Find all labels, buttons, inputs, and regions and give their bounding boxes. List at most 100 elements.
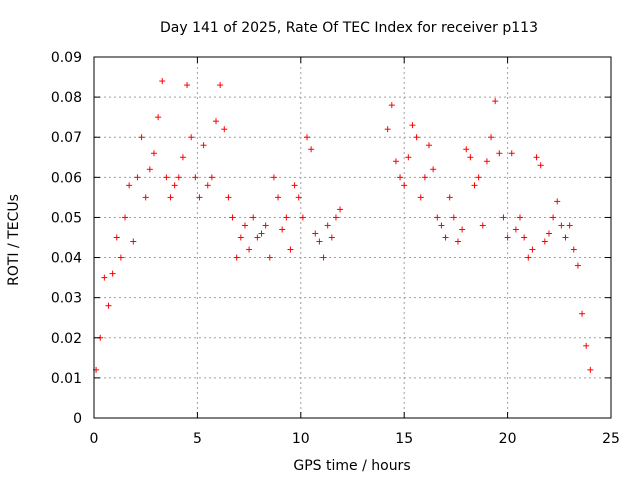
grid-lines <box>94 57 611 418</box>
data-points <box>93 78 594 373</box>
data-point <box>521 234 528 241</box>
data-point <box>566 222 573 229</box>
data-point <box>533 154 540 161</box>
data-point <box>122 214 129 221</box>
data-point <box>517 214 524 221</box>
data-point <box>266 254 273 261</box>
data-point <box>417 194 424 201</box>
data-point <box>200 142 207 149</box>
data-point <box>175 174 182 181</box>
data-point <box>101 274 108 281</box>
data-point <box>475 174 482 181</box>
data-point <box>426 142 433 149</box>
data-point <box>454 238 461 245</box>
data-point <box>413 134 420 141</box>
x-tick-label: 15 <box>395 431 413 447</box>
data-point <box>583 342 590 349</box>
data-point <box>204 182 211 189</box>
data-point <box>117 254 124 261</box>
y-axis-title: ROTI / TECUs <box>6 194 22 286</box>
data-point <box>574 262 581 269</box>
data-point <box>113 234 120 241</box>
data-point <box>388 102 395 109</box>
data-point <box>184 82 191 89</box>
data-point <box>438 222 445 229</box>
x-tick-label: 20 <box>499 431 517 447</box>
data-point <box>558 222 565 229</box>
data-point <box>483 158 490 165</box>
y-tick-label: 0.02 <box>51 331 82 347</box>
data-point <box>488 134 495 141</box>
data-point <box>291 182 298 189</box>
data-point <box>397 174 404 181</box>
data-point <box>146 166 153 173</box>
data-point <box>512 226 519 233</box>
data-point <box>550 214 557 221</box>
data-point <box>295 194 302 201</box>
data-point <box>337 206 344 213</box>
data-point <box>155 114 162 121</box>
data-point <box>167 194 174 201</box>
y-tick-label: 0 <box>73 411 82 427</box>
y-tick-label: 0.01 <box>51 371 82 387</box>
data-point <box>225 194 232 201</box>
data-point <box>134 174 141 181</box>
data-point <box>525 254 532 261</box>
data-point <box>442 234 449 241</box>
data-point <box>275 194 282 201</box>
data-point <box>250 214 257 221</box>
data-point <box>405 154 412 161</box>
data-point <box>188 134 195 141</box>
data-point <box>283 214 290 221</box>
data-point <box>467 154 474 161</box>
data-point <box>471 182 478 189</box>
data-point <box>537 162 544 169</box>
x-tick-label: 25 <box>602 431 620 447</box>
data-point <box>179 154 186 161</box>
data-point <box>150 150 157 157</box>
data-point <box>434 214 441 221</box>
data-point <box>570 246 577 253</box>
data-point <box>163 174 170 181</box>
y-tick-label: 0.09 <box>51 50 82 66</box>
data-point <box>237 234 244 241</box>
y-tick-label: 0.06 <box>51 170 82 186</box>
data-point <box>446 194 453 201</box>
data-point <box>401 182 408 189</box>
data-point <box>562 234 569 241</box>
data-point <box>229 214 236 221</box>
data-point <box>299 214 306 221</box>
data-point <box>287 246 294 253</box>
y-tick-label: 0.03 <box>51 291 82 307</box>
data-point <box>192 174 199 181</box>
data-point <box>241 222 248 229</box>
data-point <box>105 302 112 309</box>
data-point <box>529 246 536 253</box>
plot-frame <box>93 56 612 419</box>
data-point <box>213 118 220 125</box>
data-point <box>159 78 166 85</box>
data-point <box>246 246 253 253</box>
data-point <box>459 226 466 233</box>
data-point <box>130 238 137 245</box>
data-point <box>409 122 416 129</box>
data-point <box>270 174 277 181</box>
data-point <box>312 230 319 237</box>
data-point <box>324 222 331 229</box>
data-point <box>171 182 178 189</box>
y-tick-label: 0.08 <box>51 90 82 106</box>
y-tick-label: 0.04 <box>51 251 82 267</box>
data-point <box>320 254 327 261</box>
data-point <box>508 150 515 157</box>
data-point <box>541 238 548 245</box>
y-tick-label: 0.07 <box>51 130 82 146</box>
data-point <box>221 126 228 133</box>
x-tick-label: 5 <box>193 431 202 447</box>
data-point <box>217 82 224 89</box>
data-point <box>579 310 586 317</box>
data-point <box>554 198 561 205</box>
data-point <box>500 214 507 221</box>
data-point <box>328 234 335 241</box>
data-point <box>304 134 311 141</box>
